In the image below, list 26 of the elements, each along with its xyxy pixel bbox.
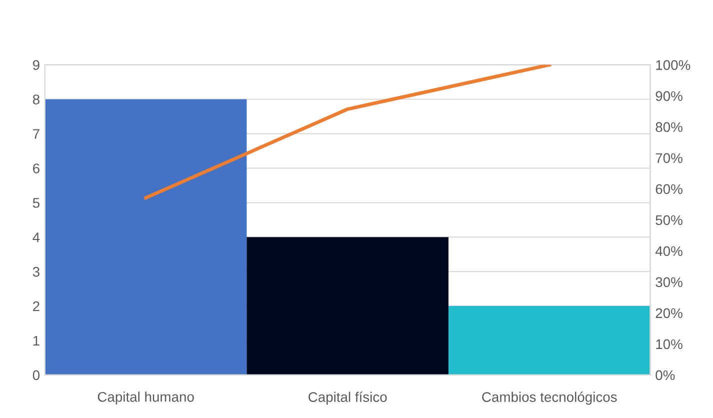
y-tick-label: 0 [32, 370, 40, 380]
y2-tick-label: 10% [656, 339, 682, 350]
x-tick-label: Capital humano [98, 392, 194, 405]
y-tick-label: 8 [32, 94, 40, 104]
y-tick-label: 5 [32, 198, 40, 208]
y-tick-label: 2 [33, 301, 40, 312]
y2-tick-label: 60% [656, 184, 682, 194]
x-tick-label: Capital físico [308, 392, 387, 405]
y2-tick-label: 50% [656, 215, 682, 226]
y2-tick-label: 40% [655, 246, 682, 256]
y-tick-label: 6 [33, 164, 40, 174]
x-tick-label: Cambios tecnológicos [482, 392, 617, 405]
y2-tick-label: 20% [656, 308, 682, 318]
y-tick-label: 3 [32, 266, 40, 277]
y2-tick-label: 90% [656, 91, 682, 101]
y2-tick-label: 0% [656, 370, 675, 380]
y-tick-label: 1 [33, 336, 40, 346]
bar [448, 306, 650, 375]
y2-tick-label: 80% [656, 122, 682, 132]
y2-tick-label: 70% [656, 153, 682, 164]
y-tick-label: 9 [32, 60, 40, 70]
y2-tick-label: 100% [656, 60, 690, 70]
y-tick-label: 7 [33, 129, 40, 139]
y-tick-label: 4 [32, 232, 40, 242]
y2-tick-label: 30% [656, 277, 682, 288]
bar [246, 237, 448, 375]
